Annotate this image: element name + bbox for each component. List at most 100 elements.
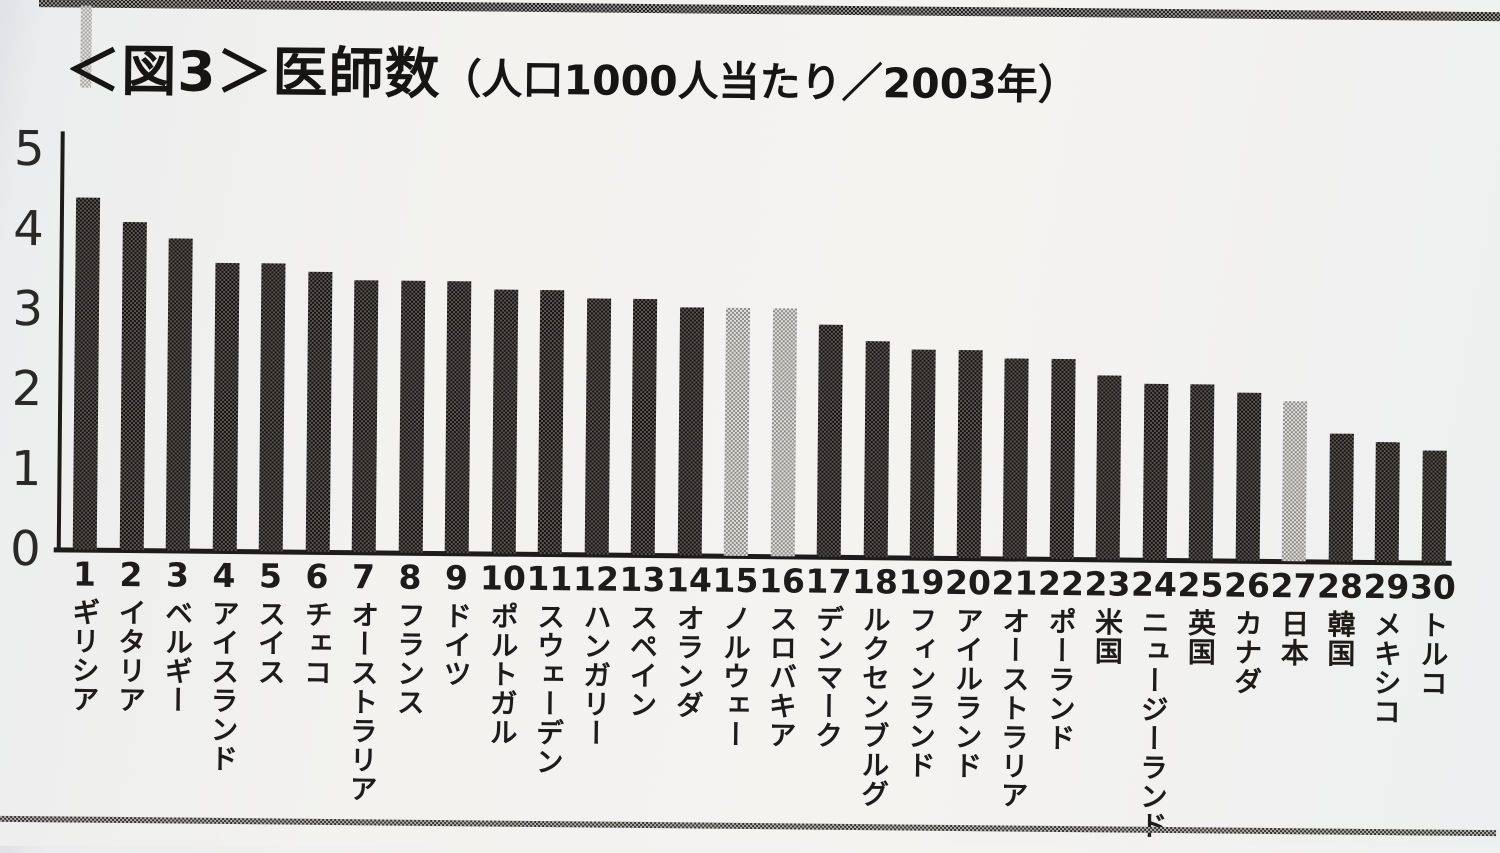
x-tick-rank: 8 [398,557,422,597]
top-border-rule [38,0,1500,22]
bar [444,281,472,554]
country-label: スロバキア [764,604,799,750]
country-label: ポルトガル [485,601,520,747]
y-tick-label: 0 [9,520,41,578]
country-label: ポーランド [1043,606,1078,753]
y-tick-label: 4 [12,200,45,258]
bar [816,324,843,557]
x-tick-rank: 25 [1177,565,1224,605]
country-label: ルクセンブルグ [856,605,892,809]
country-label: ノルウェー [717,603,753,750]
country-label: 韓国 [1323,609,1357,668]
country-label: デンマーク [810,604,846,750]
x-tick-rank: 6 [305,556,329,596]
x-tick-rank: 18 [851,561,899,602]
country-label: ベルギー [160,598,195,715]
x-tick-rank: 30 [1409,567,1457,607]
country-label: メキシコ [1369,609,1404,727]
country-label: オーストラリア [996,606,1032,810]
x-tick-rank: 28 [1316,566,1364,606]
country-label: 米国 [1090,607,1125,666]
bar [1002,358,1029,559]
x-tick-rank: 4 [212,555,236,596]
bar-highlighted [723,307,751,556]
x-tick-rank: 5 [258,556,283,596]
x-tick-rank: 20 [944,562,992,603]
x-tick-rank: 16 [758,561,806,601]
country-label: 英国 [1183,608,1218,667]
bar [1049,358,1076,560]
x-tick-rank: 21 [991,563,1038,603]
bar [630,298,658,556]
x-tick-rank: 2 [119,554,143,595]
country-label: フランス [392,600,427,717]
country-label: ニュージーランド [1135,607,1171,841]
country-label: スペイン [625,602,660,720]
bar [119,221,147,551]
bar [258,263,286,552]
y-tick-label: 5 [13,120,45,178]
country-label: スウェーデン [531,601,567,777]
bar [863,341,890,558]
chart-title: ＜図3＞ 医師数 （人口1000人当たり／2003年） [65,25,1079,115]
bar [1188,384,1215,561]
bar [398,280,425,553]
y-axis-line [56,131,65,552]
y-tick-label: 2 [11,360,43,418]
x-tick-rank: 22 [1037,563,1085,604]
country-label: ギリシア [67,597,102,714]
x-tick-rank: 1 [72,554,97,594]
country-label: ハンガリー [578,602,613,748]
country-label: ドイツ [439,601,474,689]
chart-title-prefix: ＜図3＞ [65,38,273,105]
x-tick-rank: 23 [1084,564,1131,604]
bar [1328,433,1354,562]
x-tick-rank: 14 [665,560,713,600]
bar [677,307,704,556]
country-label: オーストラリア [345,600,381,804]
x-tick-rank: 13 [619,559,666,600]
bar [584,298,611,555]
x-tick-rank: 15 [712,560,759,601]
bar [1095,375,1122,560]
x-tick-rank: 17 [805,561,852,601]
bar [1142,383,1168,561]
country-label: アイルランド [950,605,985,781]
bar [956,349,983,559]
country-label: オランダ [671,603,706,720]
country-label: カナダ [1229,608,1264,696]
x-tick-rank: 12 [572,559,620,599]
x-tick-rank: 24 [1130,564,1178,605]
bar [72,197,101,550]
bar [212,262,239,552]
y-tick-label: 3 [12,280,44,338]
country-label: 日本 [1276,609,1311,668]
x-tick-rank: 3 [165,555,190,595]
x-tick-rank: 10 [479,558,527,598]
country-label: アイスランド [206,598,241,774]
country-label: トルコ [1415,610,1450,698]
x-tick-rank: 26 [1223,565,1271,605]
bar-highlighted [1281,401,1308,562]
bar [537,289,565,555]
x-tick-rank: 9 [444,558,469,598]
bar [909,349,936,558]
bar [1421,450,1447,563]
x-tick-rank: 19 [898,562,945,602]
x-tick-rank: 7 [351,557,376,597]
bottom-border-rule [0,815,1497,837]
bar [165,238,193,551]
x-tick-rank: 29 [1363,566,1410,607]
bar [491,289,518,554]
bar [1374,442,1400,563]
x-tick-rank: 27 [1270,566,1317,606]
bar [305,271,332,552]
chart-title-paren: （人口1000人当たり／2003年） [440,55,1079,110]
bar [351,280,379,553]
country-label: フィンランド [903,605,939,780]
chart-title-main: 医師数 [272,40,441,107]
bar [1235,392,1261,561]
country-label: チェコ [299,599,334,688]
